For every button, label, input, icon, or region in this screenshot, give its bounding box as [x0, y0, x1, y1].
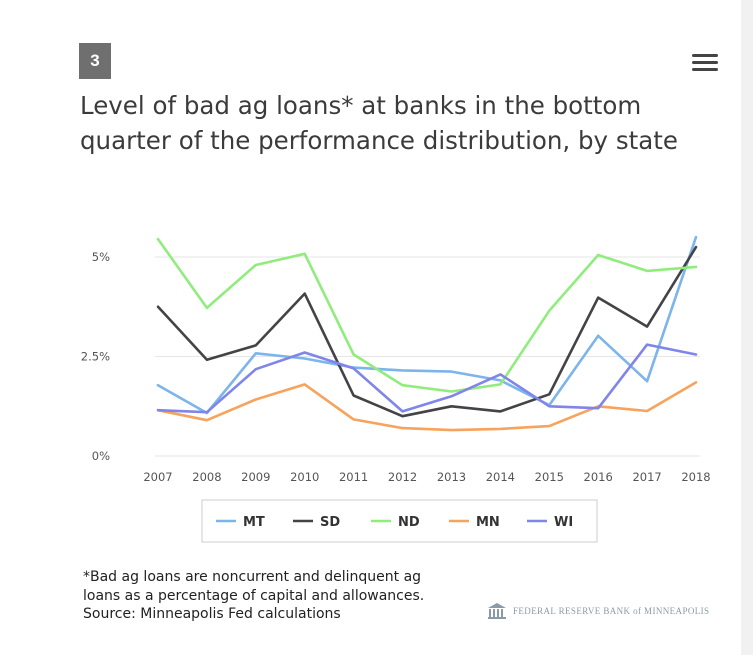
- footnote-line-1: *Bad ag loans are noncurrent and delinqu…: [83, 569, 422, 585]
- credit-text: FEDERAL RESERVE BANK of MINNEAPOLIS: [513, 606, 710, 616]
- series-line-mn: [156, 381, 698, 432]
- series-line-mt: [156, 235, 698, 415]
- x-tick-label: 2011: [339, 470, 368, 484]
- legend-label-mt: MT: [243, 515, 265, 530]
- legend-label-wi: WI: [554, 515, 573, 530]
- series-line-nd: [156, 237, 698, 393]
- x-tick-label: 2009: [241, 470, 270, 484]
- legend-label-sd: SD: [320, 515, 340, 530]
- x-tick-label: 2008: [192, 470, 221, 484]
- y-tick-label: 0%: [92, 449, 110, 463]
- x-tick-label: 2015: [535, 470, 564, 484]
- x-tick-label: 2018: [681, 470, 710, 484]
- chart-number-badge: 3: [79, 43, 111, 79]
- credit: FEDERAL RESERVE BANK of MINNEAPOLIS: [487, 601, 709, 621]
- y-tick-label: 2.5%: [81, 350, 110, 364]
- x-tick-label: 2010: [290, 470, 319, 484]
- footnote-line-2: loans as a percentage of capital and all…: [83, 587, 425, 604]
- federal-reserve-building-icon: [488, 603, 506, 619]
- series-line-wi: [156, 343, 698, 414]
- series-line-sd: [156, 245, 698, 418]
- x-tick-label: 2017: [632, 470, 661, 484]
- line-chart: 0% 2.5% 5% 2007 2008 2009 2010 2011 2012 2013 2014…: [81, 235, 711, 543]
- x-tick-label: 2013: [437, 470, 466, 484]
- y-tick-label: 5%: [92, 250, 110, 264]
- hamburger-menu-icon[interactable]: [692, 54, 718, 72]
- legend-label-mn: MN: [476, 515, 500, 530]
- chart-title: Level of bad ag loans* at banks in the b…: [80, 91, 678, 155]
- footnote: *Bad ag loans are noncurrent and delinqu…: [83, 568, 503, 624]
- right-edge-strip: [741, 0, 753, 655]
- x-tick-label: 2012: [388, 470, 417, 484]
- x-tick-label: 2016: [584, 470, 613, 484]
- x-tick-label: 2014: [486, 470, 515, 484]
- x-tick-label: 2007: [143, 470, 172, 484]
- footnote-source: Source: Minneapolis Fed calculations: [83, 606, 341, 622]
- legend-label-nd: ND: [398, 515, 420, 530]
